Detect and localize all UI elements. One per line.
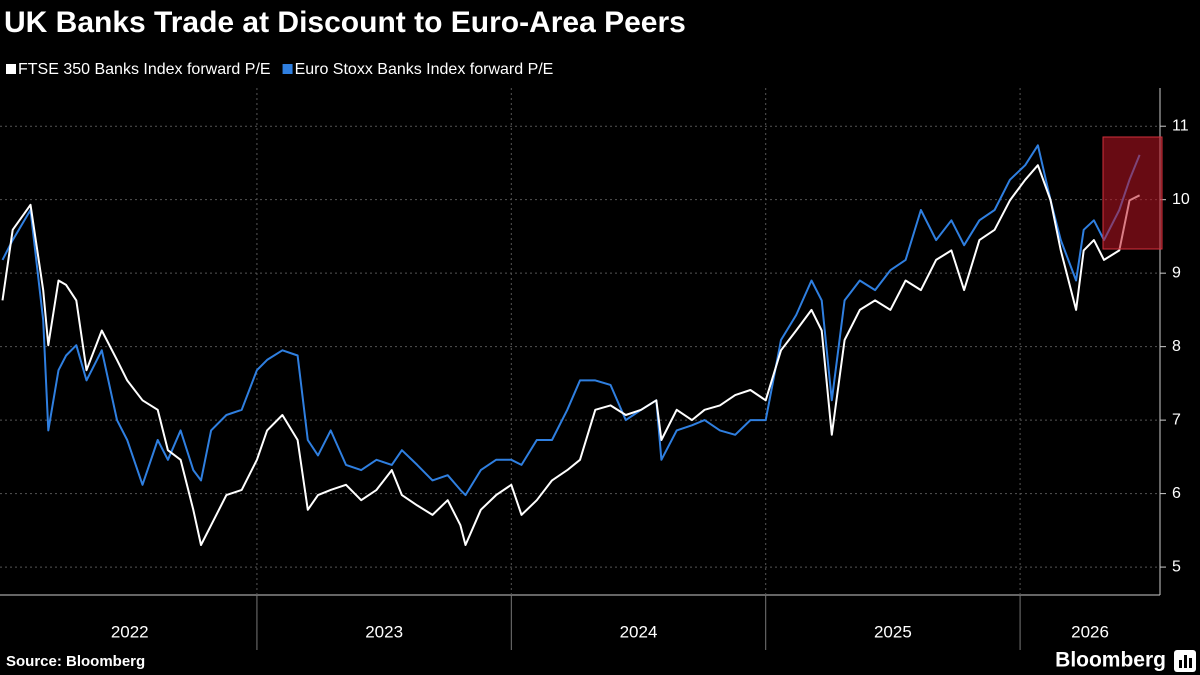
y-tick-label: 5 (1172, 558, 1181, 575)
y-tick-label: 8 (1172, 338, 1181, 355)
y-tick-label: 6 (1172, 485, 1181, 502)
series-line (1, 144, 1141, 497)
chart-title: UK Banks Trade at Discount to Euro-Area … (4, 6, 686, 39)
y-tick-label: 10 (1172, 191, 1190, 208)
brand-icon (1174, 650, 1196, 672)
source: Source: Bloomberg (6, 653, 145, 670)
legend-label: Euro Stoxx Banks Index forward P/E (295, 61, 554, 78)
y-tick-label: 7 (1172, 411, 1181, 428)
y-tick-label: 11 (1172, 117, 1189, 134)
y-tick-label: 9 (1172, 264, 1181, 281)
x-tick-label: 2023 (365, 622, 403, 641)
x-tick-label: 2025 (874, 622, 912, 641)
x-tick-label: 2024 (620, 622, 658, 641)
brand: Bloomberg (1055, 649, 1166, 672)
legend: FTSE 350 Banks Index forward P/E Euro Sto… (6, 61, 553, 78)
plot-area: 5 6 7 8 9 10 11 2022 2023 2024 2025 2026 (0, 88, 1190, 650)
x-tick-label: 2022 (111, 622, 149, 641)
series-line (1, 164, 1141, 546)
legend-swatch (282, 64, 293, 74)
x-tick-label: 2026 (1071, 622, 1109, 641)
legend-label: FTSE 350 Banks Index forward P/E (18, 61, 271, 78)
legend-swatch (6, 64, 16, 74)
highlight-box (1102, 136, 1163, 250)
